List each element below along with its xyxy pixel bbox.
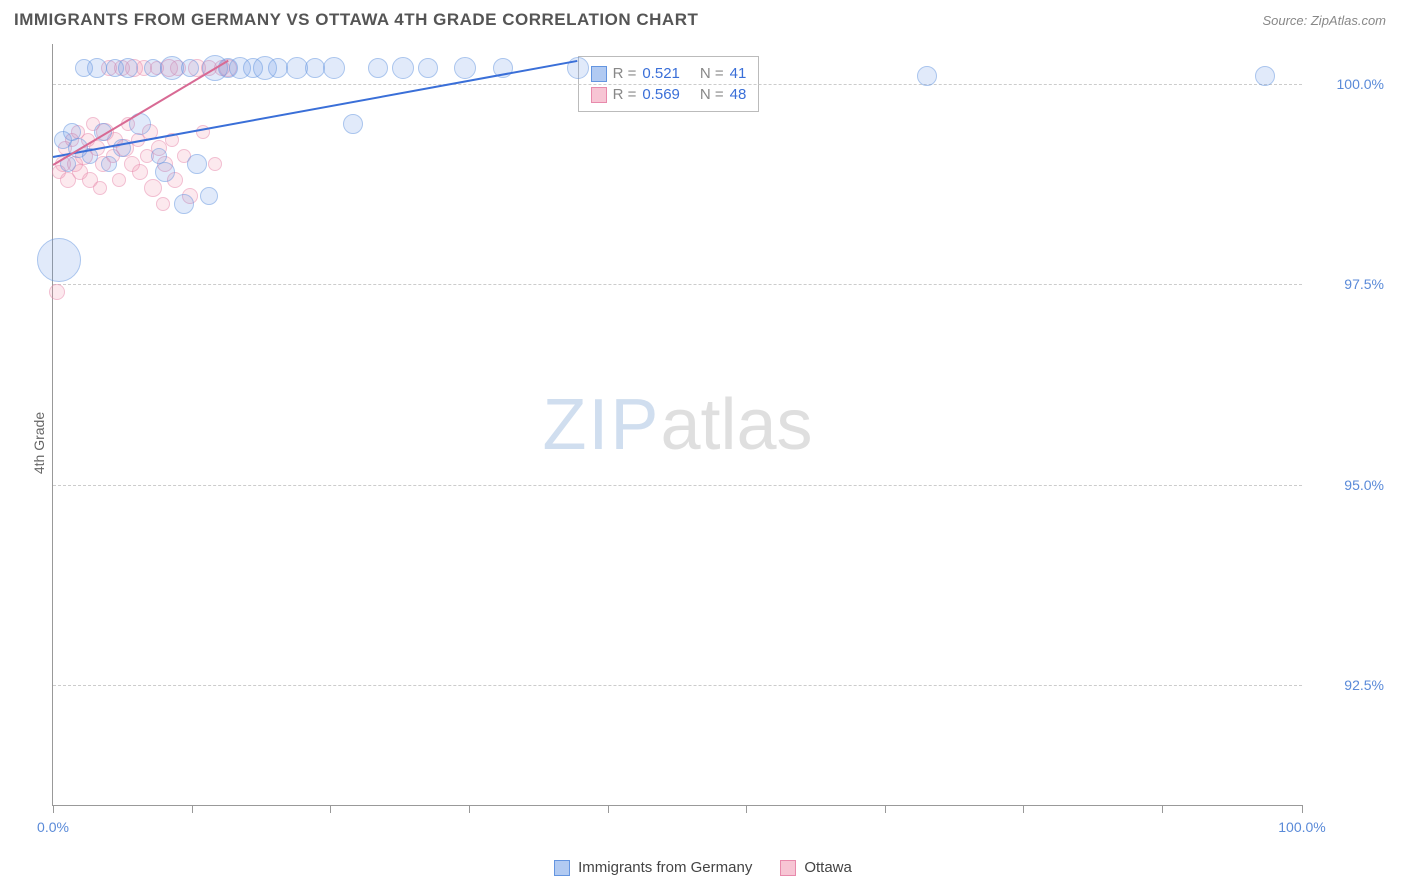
xtick-mark [1162, 805, 1163, 813]
watermark: ZIPatlas [542, 384, 812, 466]
gridline-h [53, 284, 1302, 285]
gridline-h [53, 685, 1302, 686]
data-point-pink [93, 181, 107, 195]
data-point-blue [454, 57, 476, 79]
data-point-blue [392, 57, 414, 79]
data-point-pink [156, 197, 170, 211]
xtick-label-left: 0.0% [37, 819, 69, 835]
data-point-blue [101, 156, 117, 172]
legend-bottom: Immigrants from Germany Ottawa [0, 859, 1406, 876]
data-point-blue [181, 59, 199, 77]
data-point-blue [368, 58, 388, 78]
data-point-pink [132, 164, 148, 180]
gridline-h [53, 84, 1302, 85]
r-value-1: 0.521 [642, 65, 680, 82]
n-value-2: 48 [730, 86, 747, 103]
xtick-mark [330, 805, 331, 813]
xtick-mark [885, 805, 886, 813]
xtick-mark [53, 805, 54, 813]
xtick-mark [608, 805, 609, 813]
watermark-atlas: atlas [660, 385, 812, 465]
data-point-blue [286, 57, 308, 79]
legend-item-1: Immigrants from Germany [554, 859, 752, 876]
trend-line [52, 60, 228, 166]
data-point-pink [208, 157, 222, 171]
xtick-mark [192, 805, 193, 813]
plot-region: ZIPatlas R = 0.521 N = 41 R = 0.569 N = … [52, 44, 1302, 806]
chart-title: IMMIGRANTS FROM GERMANY VS OTTAWA 4TH GR… [14, 10, 698, 30]
y-axis-label: 4th Grade [31, 412, 47, 474]
xtick-label-right: 100.0% [1278, 819, 1325, 835]
data-point-blue [343, 114, 363, 134]
watermark-zip: ZIP [542, 385, 660, 465]
data-point-blue [917, 66, 937, 86]
ytick-label: 100.0% [1312, 76, 1384, 92]
legend-swatch-pink-icon [780, 860, 796, 876]
data-point-blue [187, 154, 207, 174]
data-point-blue [174, 194, 194, 214]
data-point-blue [37, 238, 81, 282]
legend-label-1: Immigrants from Germany [578, 859, 752, 876]
legend-stats-row-1: R = 0.521 N = 41 [591, 63, 747, 84]
n-value-1: 41 [730, 65, 747, 82]
data-point-blue [155, 162, 175, 182]
chart-header: IMMIGRANTS FROM GERMANY VS OTTAWA 4TH GR… [0, 0, 1406, 38]
data-point-blue [87, 58, 107, 78]
legend-label-2: Ottawa [804, 859, 852, 876]
legend-item-2: Ottawa [780, 859, 852, 876]
chart-area: 4th Grade ZIPatlas R = 0.521 N = 41 R = … [14, 44, 1392, 842]
data-point-pink [112, 173, 126, 187]
xtick-mark [1023, 805, 1024, 813]
xtick-mark [469, 805, 470, 813]
data-point-blue [118, 58, 138, 78]
xtick-mark [746, 805, 747, 813]
n-label-1: N = [700, 65, 724, 82]
data-point-blue [200, 187, 218, 205]
n-label-2: N = [700, 86, 724, 103]
r-label-2: R = [613, 86, 637, 103]
legend-stats-row-2: R = 0.569 N = 48 [591, 84, 747, 105]
chart-source: Source: ZipAtlas.com [1262, 13, 1386, 28]
data-point-blue [323, 57, 345, 79]
legend-swatch-blue [591, 66, 607, 82]
xtick-mark [1302, 805, 1303, 813]
r-label-1: R = [613, 65, 637, 82]
data-point-pink [49, 284, 65, 300]
ytick-label: 92.5% [1312, 677, 1384, 693]
data-point-pink [144, 179, 162, 197]
legend-swatch-blue-icon [554, 860, 570, 876]
data-point-blue [160, 56, 184, 80]
r-value-2: 0.569 [642, 86, 680, 103]
data-point-blue [1255, 66, 1275, 86]
ytick-label: 97.5% [1312, 276, 1384, 292]
legend-swatch-pink [591, 87, 607, 103]
data-point-blue [418, 58, 438, 78]
gridline-h [53, 485, 1302, 486]
ytick-label: 95.0% [1312, 477, 1384, 493]
